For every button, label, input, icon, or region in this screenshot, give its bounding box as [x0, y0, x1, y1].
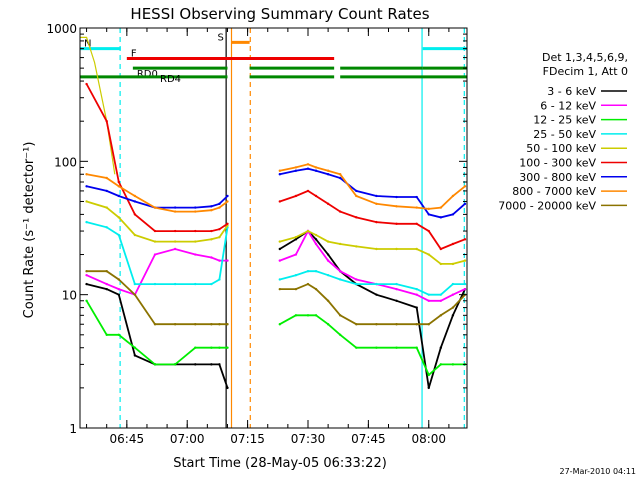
series-line-7 — [279, 167, 466, 219]
y-tick-label: 100 — [54, 155, 77, 169]
legend-label: 100 - 300 keV — [519, 157, 596, 170]
legend-label: 25 - 50 keV — [533, 128, 596, 141]
y-tick-label: 10 — [62, 289, 77, 303]
series-line-7 — [86, 185, 229, 209]
flag-label-rd4: RD4 — [160, 74, 181, 85]
legend-label: 50 - 100 keV — [526, 142, 596, 155]
series-line-2 — [86, 248, 228, 296]
timestamp: 27-Mar-2010 04:11 — [560, 467, 637, 476]
series-line-4 — [86, 221, 229, 286]
series-line-3 — [279, 314, 465, 377]
axes: 1 10 100 1000 06:45 07:00 07:15 07:30 07:45 08:00 — [46, 22, 468, 446]
legend-header-line: FDecim 1, Att 0 — [543, 65, 628, 78]
series-1 — [85, 229, 467, 390]
series-3 — [85, 299, 467, 377]
x-tick-label: 07:15 — [230, 432, 265, 446]
series-line-8 — [86, 173, 229, 213]
x-tick-label: 08:00 — [411, 432, 446, 446]
series-2 — [85, 229, 467, 302]
y-axis-label: Count Rate (s⁻¹ detector⁻¹) — [22, 142, 37, 319]
series-5 — [85, 200, 467, 266]
series-line-9 — [279, 283, 466, 326]
series-line-4 — [279, 270, 465, 296]
series-line-8 — [279, 163, 466, 210]
series-line-6 — [85, 83, 228, 233]
legend-label: 800 - 7000 keV — [512, 185, 596, 198]
legend-label: 12 - 25 keV — [533, 114, 596, 127]
flag-label-s: S — [217, 32, 223, 43]
flag-label-n: N — [84, 39, 91, 50]
y-tick-label: 1000 — [46, 22, 77, 36]
series-4 — [85, 220, 467, 296]
plot-frame — [79, 27, 468, 429]
legend: Det 1,3,4,5,6,9,FDecim 1, Att 0 3 - 6 keV… — [498, 51, 628, 212]
legend-header-line: Det 1,3,4,5,6,9, — [542, 51, 628, 64]
series-7 — [85, 167, 467, 219]
x-tick-label: 06:45 — [110, 432, 145, 446]
series-line-2 — [279, 229, 466, 302]
series-line-1 — [86, 283, 229, 389]
x-tick-label: 07:45 — [351, 432, 386, 446]
x-tick-label: 07:00 — [170, 432, 205, 446]
series-6 — [85, 82, 467, 251]
legend-label: 6 - 12 keV — [540, 99, 596, 112]
series-8 — [85, 163, 467, 213]
x-axis-label: Start Time (28-May-05 06:33:22) — [173, 456, 387, 471]
chart-title: HESSI Observing Summary Count Rates — [130, 5, 429, 23]
legend-label: 7000 - 20000 keV — [498, 199, 596, 212]
series-line-9 — [86, 270, 228, 326]
flag-label-f: F — [131, 49, 137, 60]
legend-label: 300 - 800 keV — [519, 171, 596, 184]
series-line-5 — [279, 230, 466, 265]
series-line-3 — [85, 300, 228, 366]
series-9 — [85, 269, 467, 326]
y-tick-label: 1 — [69, 422, 77, 436]
series-line-5 — [86, 200, 229, 243]
flag-label-rd0: RD0 — [137, 69, 158, 80]
series-line-6 — [279, 189, 466, 251]
series-line-1 — [279, 229, 466, 389]
x-tick-label: 07:30 — [291, 432, 326, 446]
legend-label: 3 - 6 keV — [547, 85, 596, 98]
